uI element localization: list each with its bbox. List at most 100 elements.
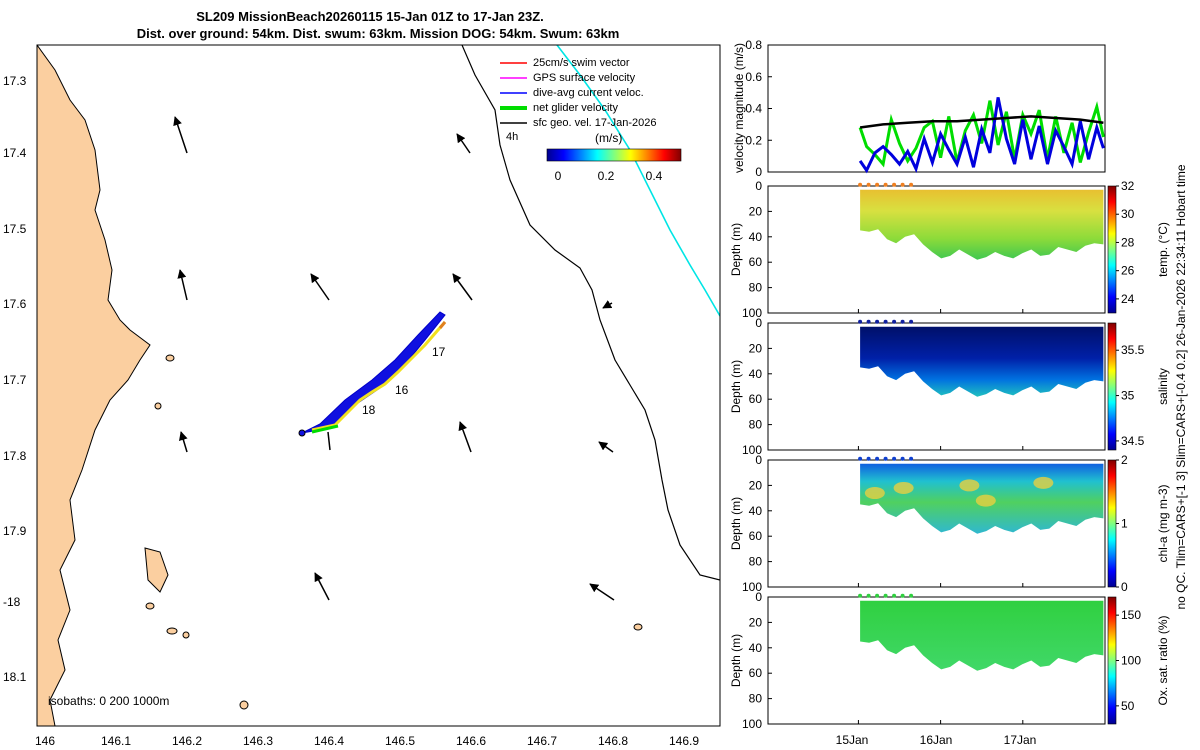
- section-ylabel: Depth (m): [729, 223, 743, 276]
- island: [144, 547, 169, 593]
- surface-sample: [875, 593, 880, 598]
- colorbar-tick: 0: [555, 169, 562, 183]
- cbar-tick-label: 50: [1121, 699, 1135, 713]
- island: [154, 402, 162, 410]
- section-ylabel: Depth (m): [729, 497, 743, 550]
- colorbar-unit: (m/s): [595, 131, 622, 145]
- title-line-2: Dist. over ground: 54km. Dist. swum: 63k…: [137, 26, 620, 41]
- legend-item: sfc geo. vel. 17-Jan-2026: [500, 117, 657, 129]
- x-tick: 146.2: [172, 734, 202, 748]
- y-tick-label: 20: [749, 615, 763, 629]
- cbar-tick-label: 24: [1121, 292, 1135, 306]
- y-tick-label: 40: [749, 641, 763, 655]
- surface-sample: [875, 182, 880, 187]
- surface-sample: [866, 593, 871, 598]
- title-line-1: SL209 MissionBeach20260115 15-Jan 01Z to…: [196, 9, 544, 24]
- surface-sample: [909, 182, 914, 187]
- cbar-label: Ox. sat. ratio (%): [1156, 615, 1170, 705]
- velocity-ylabel: velocity magnitude (m/s): [732, 43, 746, 173]
- section-field: [860, 189, 1104, 260]
- coastline-land: [37, 45, 151, 726]
- cbar-tick-label: 0: [1121, 580, 1128, 594]
- x-tick: 146: [35, 734, 55, 748]
- geo-arrow: [173, 116, 188, 154]
- cbar-tick-label: 100: [1121, 654, 1141, 668]
- surface-sample: [900, 456, 905, 461]
- cbar-tick-label: 28: [1121, 235, 1135, 249]
- section-ylabel: Depth (m): [729, 634, 743, 687]
- isobaths-label: isobaths: 0 200 1000m: [48, 694, 169, 708]
- section-colorbar: [1107, 185, 1117, 314]
- velocity-series: [858, 97, 1105, 174]
- geo-arrow: [456, 133, 471, 154]
- y-tick-label: 40: [749, 504, 763, 518]
- map-panel: 17 16 18 25cm/s swim vector GPS surface …: [3, 44, 721, 748]
- y-tick-label: 60: [749, 392, 763, 406]
- map-legend: 25cm/s swim vector GPS surface velocity …: [500, 57, 682, 183]
- surface-sample: [858, 456, 863, 461]
- cbar-tick-label: 1: [1121, 517, 1128, 531]
- surface-sample: [858, 593, 863, 598]
- y-tick-label: 0.4: [745, 102, 762, 116]
- surface-sample: [883, 319, 888, 324]
- geo-arrow: [310, 273, 330, 301]
- cbar-tick-label: 35.5: [1121, 343, 1145, 357]
- section-panel-2: 0 20 40 60 80 100 Depth (m) 34.5 35 35.5 salinity: [729, 316, 1170, 457]
- velocity-panel: 0 0.2 0.4 0.6 0.8 velocity magnitude (m/s): [732, 38, 1106, 179]
- y-tick-label: 60: [749, 666, 763, 680]
- day-label-16: 16: [395, 383, 409, 397]
- legend-4h: 4h: [506, 131, 518, 143]
- cbar-tick-label: 2: [1121, 453, 1128, 467]
- surface-sample: [866, 319, 871, 324]
- surface-sample: [900, 319, 905, 324]
- y-tick-label: 0: [755, 590, 762, 604]
- y-tick: 17.8: [3, 449, 27, 463]
- time-tick: 17Jan: [1004, 733, 1037, 747]
- surface-sample: [883, 456, 888, 461]
- island: [165, 354, 175, 362]
- cbar-tick-label: 34.5: [1121, 434, 1145, 448]
- y-tick: 18.1: [3, 670, 27, 684]
- y-tick: 17.4: [3, 146, 27, 160]
- y-tick-label: 100: [742, 306, 762, 320]
- island: [633, 623, 643, 631]
- y-tick: 17.5: [3, 222, 27, 236]
- geo-arrow: [452, 273, 473, 301]
- map-frame: [36, 44, 721, 727]
- y-tick-label: 0.6: [745, 70, 762, 84]
- velocity-series-surface-geostrophic: [859, 115, 1104, 129]
- surface-sample: [900, 593, 905, 598]
- surface-sample: [858, 182, 863, 187]
- geo-arrow: [177, 269, 188, 301]
- x-tick: 146.6: [456, 734, 486, 748]
- surface-sample: [866, 182, 871, 187]
- legend-label: dive-avg current veloc.: [533, 87, 644, 99]
- velocity-series-net-glider-velocity: [858, 100, 1105, 168]
- legend-item: dive-avg current veloc.: [500, 87, 644, 99]
- y-tick-label: 80: [749, 555, 763, 569]
- glider-track: [298, 311, 447, 451]
- surface-sample: [866, 456, 871, 461]
- surface-sample: [875, 319, 880, 324]
- legend-label: sfc geo. vel. 17-Jan-2026: [533, 117, 657, 129]
- y-tick-label: 0: [755, 179, 762, 193]
- y-tick: 17.9: [3, 524, 27, 538]
- velocity-y-ticks: 0 0.2 0.4 0.6 0.8: [745, 38, 772, 179]
- surface-sample: [883, 182, 888, 187]
- surface-sample: [909, 456, 914, 461]
- y-tick: 17.6: [3, 297, 27, 311]
- island: [239, 700, 249, 710]
- y-tick-label: 60: [749, 529, 763, 543]
- cbar-tick-label: 30: [1121, 207, 1135, 221]
- y-tick-label: 20: [749, 204, 763, 218]
- y-tick-label: 0.8: [745, 38, 762, 52]
- chl-patch: [959, 479, 980, 492]
- legend-label: GPS surface velocity: [533, 72, 636, 84]
- section-field: [860, 326, 1104, 397]
- island: [166, 627, 178, 635]
- chl-patch: [975, 494, 996, 507]
- y-tick-label: 20: [749, 478, 763, 492]
- geo-arrow: [179, 431, 188, 453]
- map-y-ticks: 17.3 17.4 17.5 17.6 17.7 17.8 17.9 -18 1…: [3, 74, 27, 684]
- track-speed-colored: [311, 321, 447, 432]
